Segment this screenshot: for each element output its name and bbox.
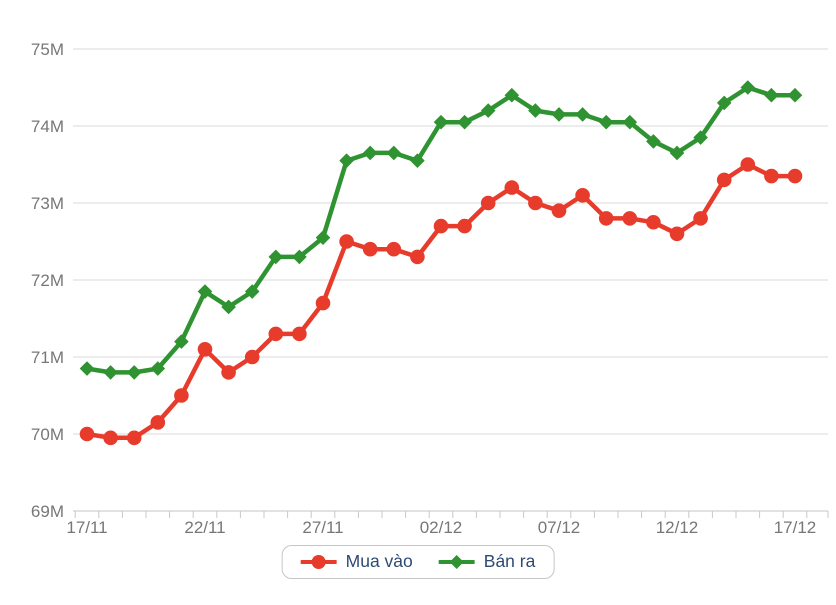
x-tick-label: 17/11 (66, 518, 107, 537)
data-point-sell[interactable] (79, 361, 95, 376)
data-point-sell[interactable] (221, 299, 236, 315)
data-point-buy[interactable] (716, 172, 732, 188)
data-point-buy[interactable] (126, 430, 142, 446)
x-tick-label: 07/12 (538, 518, 581, 537)
data-point-sell[interactable] (787, 87, 803, 103)
data-point-buy[interactable] (386, 241, 402, 257)
data-point-sell[interactable] (598, 114, 614, 130)
data-point-buy[interactable] (150, 415, 166, 430)
data-point-sell[interactable] (433, 114, 449, 130)
data-point-buy[interactable] (433, 218, 449, 234)
data-point-buy[interactable] (598, 211, 614, 226)
y-tick-label: 71M (31, 348, 64, 367)
data-point-sell[interactable] (386, 145, 402, 161)
y-tick-label: 74M (31, 117, 64, 136)
data-point-buy[interactable] (221, 365, 236, 380)
legend-item-sell[interactable]: Bán ra (438, 551, 536, 572)
sell-series-marker-icon (438, 555, 475, 569)
data-point-sell[interactable] (669, 145, 685, 161)
data-point-buy[interactable] (79, 426, 95, 442)
data-point-buy[interactable] (693, 211, 708, 226)
data-point-sell[interactable] (575, 107, 590, 122)
data-point-sell[interactable] (457, 114, 472, 130)
data-point-buy[interactable] (622, 211, 638, 226)
legend-item-buy[interactable]: Mua vào (300, 551, 413, 572)
data-point-buy[interactable] (339, 234, 354, 249)
x-tick-label: 02/12 (420, 518, 463, 537)
data-point-sell[interactable] (174, 334, 189, 349)
data-point-buy[interactable] (292, 326, 307, 342)
data-point-sell[interactable] (528, 103, 543, 118)
x-tick-label: 17/12 (774, 518, 817, 537)
data-point-buy[interactable] (528, 195, 543, 211)
data-point-buy[interactable] (575, 188, 590, 203)
data-point-buy[interactable] (764, 168, 779, 184)
data-point-sell[interactable] (410, 153, 425, 168)
x-tick-label: 22/11 (184, 518, 225, 537)
data-point-sell[interactable] (764, 87, 779, 103)
data-point-buy[interactable] (646, 214, 661, 230)
data-point-buy[interactable] (504, 180, 520, 195)
data-point-buy[interactable] (315, 295, 331, 311)
data-point-buy[interactable] (197, 342, 213, 357)
data-point-sell[interactable] (551, 107, 567, 122)
buy-series-marker-icon (300, 555, 337, 569)
data-point-sell[interactable] (268, 249, 284, 265)
data-point-buy[interactable] (551, 203, 567, 218)
data-point-sell[interactable] (740, 80, 756, 95)
data-point-buy[interactable] (480, 195, 496, 211)
data-point-sell[interactable] (362, 145, 378, 161)
data-point-sell[interactable] (315, 230, 331, 245)
data-point-buy[interactable] (457, 218, 472, 234)
data-point-sell[interactable] (716, 95, 732, 111)
x-tick-label: 12/12 (656, 518, 699, 537)
data-point-buy[interactable] (669, 226, 685, 242)
legend-label-buy: Mua vào (345, 551, 413, 572)
data-point-sell[interactable] (480, 103, 496, 118)
data-point-sell[interactable] (622, 114, 638, 130)
y-tick-label: 72M (31, 271, 64, 290)
chart-legend: Mua vào Bán ra (281, 545, 555, 579)
data-point-buy[interactable] (362, 241, 378, 257)
data-point-buy[interactable] (244, 349, 260, 365)
data-point-sell[interactable] (339, 153, 354, 168)
data-point-buy[interactable] (787, 168, 803, 184)
data-point-sell[interactable] (646, 134, 661, 149)
data-point-buy[interactable] (410, 249, 425, 265)
data-point-sell[interactable] (693, 130, 708, 145)
data-point-buy[interactable] (268, 326, 284, 342)
y-tick-label: 69M (31, 502, 64, 521)
data-point-sell[interactable] (292, 249, 307, 265)
data-point-sell[interactable] (126, 365, 142, 380)
y-tick-label: 73M (31, 194, 64, 213)
x-tick-label: 27/11 (302, 518, 343, 537)
data-point-sell[interactable] (103, 365, 118, 380)
legend-label-sell: Bán ra (483, 551, 536, 572)
y-tick-label: 70M (31, 425, 64, 444)
data-point-sell[interactable] (197, 284, 213, 299)
y-tick-label: 75M (31, 40, 64, 59)
data-point-sell[interactable] (504, 87, 520, 103)
data-point-sell[interactable] (244, 284, 260, 299)
series-line-buy (84, 162, 798, 441)
data-point-sell[interactable] (150, 361, 166, 376)
data-point-buy[interactable] (740, 157, 756, 172)
data-point-buy[interactable] (103, 430, 118, 446)
data-point-buy[interactable] (174, 388, 189, 403)
